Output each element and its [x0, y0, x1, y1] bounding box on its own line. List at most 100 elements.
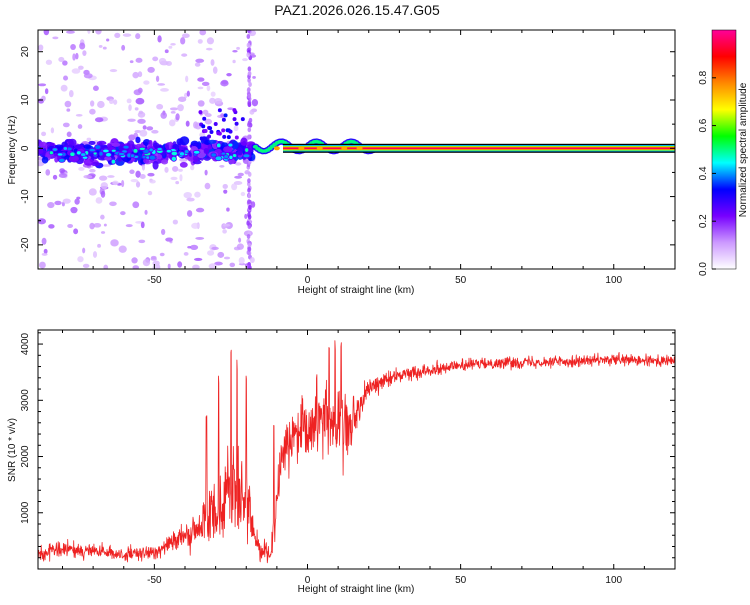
spectrogram-interference-blob — [247, 122, 251, 128]
snr-x-tick-label: -50 — [147, 575, 162, 586]
spectrogram-band-blob — [179, 161, 188, 168]
spectrogram-noise-blob — [180, 37, 186, 45]
spectrogram-noise-blob — [165, 237, 174, 242]
spectrogram-interference-blob — [247, 87, 251, 93]
spectrogram-noise-blob — [165, 60, 172, 66]
spectrogram-noise-blob — [73, 228, 79, 235]
spectrogram-noise-blob — [109, 68, 118, 73]
snr-series-line — [38, 340, 675, 564]
spectrogram-noise-blob — [72, 53, 76, 61]
spectrogram-noise-blob — [240, 191, 246, 197]
snr-x-tick-label: 50 — [455, 575, 467, 586]
spectrogram-interference-blob — [246, 52, 250, 58]
spectrogram-noise-blob — [210, 91, 216, 97]
spectrogram-band-blob — [135, 136, 141, 144]
spectrogram-noise-blob — [98, 44, 103, 48]
spectrogram-noise-blob — [210, 59, 215, 66]
spectrogram-noise-blob — [190, 244, 199, 250]
spectrogram-noise-blob — [220, 80, 229, 87]
spectrogram-band-blob — [88, 140, 96, 146]
spectrogram-noise-blob — [82, 263, 90, 269]
spectrogram-noise-blob — [226, 72, 232, 77]
spectrogram-noise-blob — [227, 107, 234, 111]
spectrogram-bright-spot — [92, 151, 98, 156]
spectrogram-noise-blob — [212, 66, 218, 74]
spectrogram-noise-blob — [144, 209, 148, 215]
spectrogram-arc-blob — [232, 108, 237, 113]
spectrogram-noise-blob — [102, 164, 112, 167]
spectrogram-noise-blob — [143, 80, 150, 85]
spectrogram-noise-blob — [78, 167, 85, 171]
colorbar: 0.0 0.2 0.4 0.6 0.8 Normalized spectral ampl… — [698, 29, 749, 276]
spectrogram-noise-blob — [100, 190, 106, 198]
spectrogram-noise-blob — [244, 213, 248, 219]
spectrogram-arc-blob — [198, 110, 203, 115]
spectrogram-noise-blob — [172, 219, 178, 225]
spectrogram-noise-blob — [47, 201, 55, 209]
spectrogram-noise-blob — [152, 56, 159, 62]
spectrogram-noise-blob — [151, 129, 159, 134]
spectrogram-bright-spot — [51, 147, 59, 152]
spectrogram-noise-blob — [121, 44, 126, 51]
spectrogram-y-axis-label: Frequency (Hz) — [7, 116, 18, 185]
spectrogram-noise-blob — [157, 83, 166, 86]
spectrogram-noise-blob — [132, 201, 140, 209]
spectrogram-arc-blob — [234, 135, 239, 140]
spectrogram-noise-blob — [94, 117, 104, 123]
spectrogram-bright-spot — [117, 152, 126, 157]
spectrogram-noise-blob — [89, 168, 96, 173]
spectrogram-noise-blob — [223, 189, 228, 194]
spectrogram-noise-blob — [147, 66, 155, 73]
spectrogram-hot-spot — [316, 146, 323, 151]
spectrogram-noise-blob — [249, 256, 255, 263]
spectrogram-noise-blob — [83, 73, 93, 79]
snr-y-tick-label: 1000 — [20, 501, 31, 524]
spectrogram-noise-blob — [236, 243, 244, 250]
spectrogram-noise-blob — [43, 30, 50, 36]
snr-x-tick-label: 100 — [605, 575, 622, 586]
spectrogram-noise-blob — [251, 99, 259, 107]
spectrogram-noise-blob — [155, 75, 160, 82]
spectrogram-noise-blob — [152, 263, 160, 269]
spectrogram-noise-blob — [175, 113, 180, 121]
spectrogram-marks — [38, 30, 675, 269]
spectrogram-noise-blob — [103, 223, 107, 227]
spectrogram-interference-blob — [247, 187, 251, 193]
snr-y-axis-label: SNR (10 * v/v) — [7, 418, 18, 482]
spectrogram-noise-blob — [219, 165, 225, 168]
spectrogram-arc-blob — [240, 117, 245, 122]
spectrogram-arc-blob — [216, 131, 221, 136]
spectrogram-noise-blob — [168, 45, 173, 49]
spectrogram-noise-blob — [100, 231, 106, 234]
spectrogram-noise-blob — [100, 182, 108, 190]
spectrogram-arc-blob — [234, 121, 239, 126]
spectrogram-noise-blob — [220, 113, 225, 118]
spectrogram-y-tick-label: 20 — [20, 46, 31, 58]
spectrogram-noise-blob — [194, 62, 201, 67]
spectrogram-noise-blob — [139, 174, 146, 180]
spectrogram-noise-blob — [186, 197, 195, 202]
spectrogram-bright-spot — [220, 151, 227, 156]
spectrogram-band-blob — [152, 160, 159, 170]
spectrogram-bright-spot — [192, 149, 201, 155]
spectrogram-noise-blob — [199, 30, 207, 36]
snr-plot-area — [38, 330, 675, 569]
spectrogram-noise-blob — [70, 43, 76, 50]
spectrogram-noise-blob — [92, 251, 98, 258]
spectrogram-interference-blob — [248, 117, 253, 123]
spectrogram-noise-blob — [87, 30, 91, 34]
spectrogram-noise-blob — [232, 59, 236, 64]
spectrogram-arc-blob — [228, 129, 233, 134]
spectrogram-bright-spot — [148, 154, 157, 161]
spectrogram-bright-spot — [48, 150, 54, 156]
spectrogram-band-blob — [228, 158, 235, 165]
spectrogram-band-blob — [83, 158, 94, 166]
spectrogram-noise-blob — [205, 47, 213, 51]
spectrogram-noise-blob — [139, 129, 148, 137]
spectrogram-noise-blob — [233, 181, 243, 185]
spectrogram-noise-blob — [38, 218, 46, 225]
spectrogram-bright-spot — [88, 148, 96, 153]
spectrogram-noise-blob — [238, 237, 242, 243]
spectrogram-noise-blob — [231, 183, 238, 191]
